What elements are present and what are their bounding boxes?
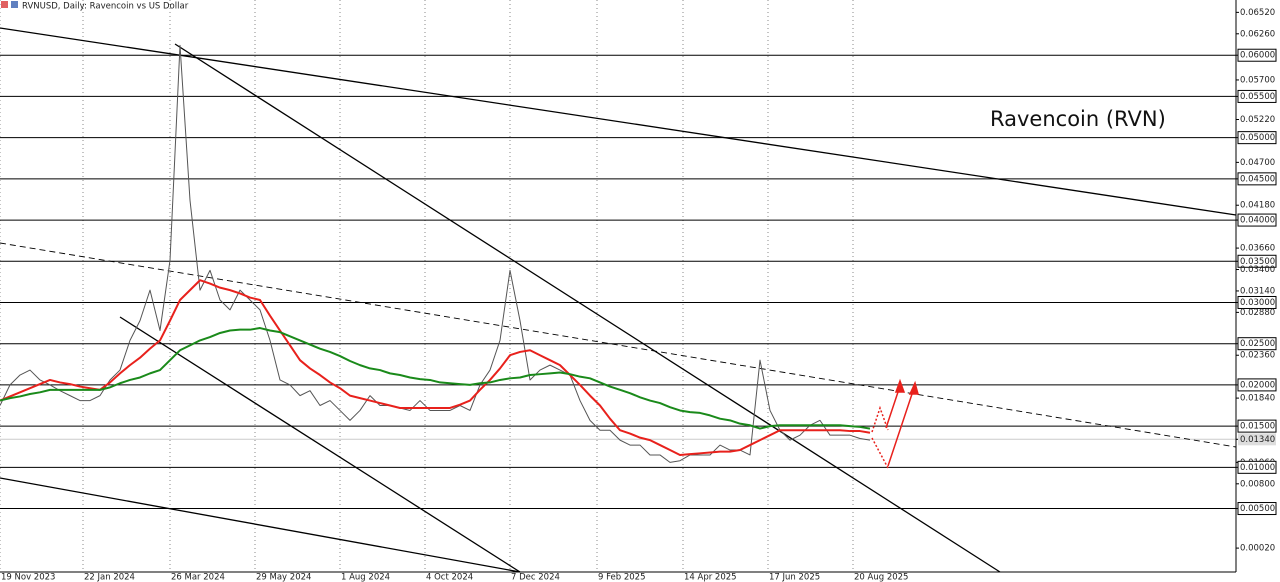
y-tick-label: 0.02880	[1240, 308, 1275, 318]
dotted-path	[871, 405, 889, 433]
y-tick-label: 0.02360	[1240, 351, 1275, 361]
icon	[11, 1, 18, 8]
annotation: Ravencoin (RVN)	[990, 107, 1166, 131]
arrow-head	[908, 380, 919, 395]
price-line	[0, 44, 871, 463]
x-tick-label: 4 Oct 2024	[426, 573, 473, 582]
y-tick-label: 0.00800	[1240, 479, 1275, 489]
series-layer	[0, 44, 871, 463]
y-tick-label: 0.06000	[1240, 51, 1275, 61]
y-tick-label: 0.03000	[1240, 298, 1275, 308]
icon	[1, 1, 8, 8]
y-tick-label: 0.01840	[1240, 394, 1275, 404]
y-tick-label: 0.05220	[1240, 115, 1275, 125]
level-label-box	[1237, 502, 1277, 516]
y-tick-label: 0.04700	[1240, 158, 1275, 168]
x-tick-label: 19 Nov 2023	[1, 573, 55, 582]
y-tick-label: 0.05700	[1240, 75, 1275, 85]
x-tick-label: 7 Dec 2024	[511, 573, 560, 582]
x-tick-label: 22 Jan 2024	[84, 573, 135, 582]
level-label-box	[1237, 378, 1277, 392]
dotted-path	[871, 437, 889, 469]
arrow-head	[894, 378, 906, 393]
trend-line	[0, 27, 1237, 216]
y-tick-label: 0.04500	[1240, 174, 1275, 184]
level-label-box	[1237, 337, 1277, 351]
y-tick-label: 0.03660	[1240, 244, 1275, 254]
x-tick-label: 29 May 2024	[256, 573, 311, 582]
y-tick-label: 0.01340	[1240, 435, 1275, 445]
y-tick-label: 0.01500	[1240, 422, 1275, 432]
chart-title: RVNUSD, Daily: Ravencoin vs US Dollar	[22, 2, 189, 12]
level-label-box	[1237, 172, 1277, 186]
level-label-box	[1237, 295, 1277, 309]
dashed-trend-line	[0, 242, 1237, 448]
projection-arrows	[871, 378, 919, 469]
grid-layer	[0, 0, 1236, 572]
y-tick-label: 0.03140	[1240, 286, 1275, 296]
x-tick-label: 17 Jun 2025	[769, 573, 820, 582]
level-label-box	[1237, 48, 1277, 62]
y-tick-label: 0.02500	[1240, 339, 1275, 349]
x-tick-label: 26 Mar 2024	[171, 573, 225, 582]
y-tick-label: 0.00500	[1240, 504, 1275, 514]
axis-labels: 19 Nov 2023 22 Jan 2024 26 Mar 2024 29 May …	[1, 8, 1277, 582]
y-tick-label: 0.00020	[1240, 544, 1275, 554]
level-label-box	[1237, 419, 1277, 433]
level-label-box	[1237, 131, 1277, 145]
arrow	[887, 387, 915, 467]
level-label-box	[1237, 89, 1277, 103]
x-tick-label: 14 Apr 2025	[684, 573, 737, 582]
y-tick-label: 0.05500	[1240, 92, 1275, 102]
x-tick-label: 1 Aug 2024	[341, 573, 390, 582]
moving-average	[0, 279, 871, 456]
y-tick-label: 0.06520	[1240, 8, 1275, 18]
y-tick-label: 0.03400	[1240, 265, 1275, 275]
x-tick-label: 20 Aug 2025	[854, 573, 908, 582]
y-tick-label: 0.04000	[1240, 216, 1275, 226]
y-tick-label: 0.02000	[1240, 380, 1275, 390]
y-tick-label: 0.04180	[1240, 201, 1275, 211]
y-tick-label: 0.01000	[1240, 463, 1275, 473]
trend-lines	[0, 27, 1237, 573]
trend-line	[0, 477, 521, 573]
x-tick-label: 9 Feb 2025	[598, 573, 646, 582]
y-tick-label: 0.03500	[1240, 257, 1275, 267]
y-tick-label: 0.06260	[1240, 29, 1275, 39]
trend-line	[174, 43, 1001, 573]
current-label-box	[1238, 433, 1276, 446]
y-tick-label: 0.05000	[1240, 133, 1275, 143]
level-label-box	[1237, 213, 1277, 227]
trend-line	[119, 316, 521, 573]
arrow	[885, 385, 901, 429]
moving-average	[0, 327, 871, 430]
level-label-box	[1237, 460, 1277, 474]
level-label-box	[1237, 254, 1277, 268]
